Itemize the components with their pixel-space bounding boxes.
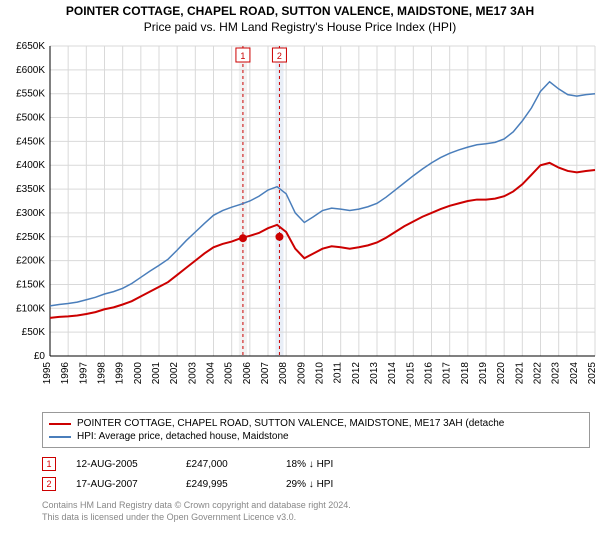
sale-marker-icon: 1 <box>42 457 56 471</box>
svg-text:£550K: £550K <box>16 89 45 100</box>
title-sub: Price paid vs. HM Land Registry's House … <box>0 20 600 34</box>
svg-text:2019: 2019 <box>478 362 489 385</box>
svg-text:2010: 2010 <box>315 362 326 385</box>
svg-text:£50K: £50K <box>22 327 46 338</box>
sale-marker-icon: 2 <box>42 477 56 491</box>
svg-text:£300K: £300K <box>16 208 45 219</box>
footer: Contains HM Land Registry data © Crown c… <box>42 500 590 523</box>
svg-text:2000: 2000 <box>133 362 144 385</box>
sales-list: 1 12-AUG-2005 £247,000 18% ↓ HPI 2 17-AU… <box>42 452 590 496</box>
svg-text:£500K: £500K <box>16 113 45 124</box>
svg-text:2004: 2004 <box>206 362 217 385</box>
sale-date: 17-AUG-2007 <box>76 479 166 490</box>
svg-text:£450K: £450K <box>16 136 45 147</box>
svg-text:1995: 1995 <box>42 362 53 385</box>
sale-row: 1 12-AUG-2005 £247,000 18% ↓ HPI <box>42 454 590 474</box>
svg-text:2003: 2003 <box>187 362 198 385</box>
legend-item: POINTER COTTAGE, CHAPEL ROAD, SUTTON VAL… <box>49 417 583 430</box>
sale-diff: 18% ↓ HPI <box>286 459 333 470</box>
svg-text:£650K: £650K <box>16 41 45 52</box>
legend-label: HPI: Average price, detached house, Maid… <box>77 431 289 442</box>
sale-price: £249,995 <box>186 479 266 490</box>
svg-text:2018: 2018 <box>460 362 471 385</box>
legend-swatch <box>49 423 71 425</box>
svg-text:£200K: £200K <box>16 256 45 267</box>
svg-text:2021: 2021 <box>514 362 525 385</box>
price-chart: £0 £50K £100K £150K £200K £250K £300K £350K £400… <box>0 36 600 406</box>
svg-text:£600K: £600K <box>16 65 45 76</box>
svg-text:2016: 2016 <box>424 362 435 385</box>
legend-swatch <box>49 436 71 438</box>
svg-text:2002: 2002 <box>169 362 180 385</box>
svg-text:2009: 2009 <box>296 362 307 385</box>
svg-text:£400K: £400K <box>16 160 45 171</box>
svg-text:2014: 2014 <box>387 362 398 385</box>
svg-text:1997: 1997 <box>78 362 89 385</box>
svg-text:£250K: £250K <box>16 232 45 243</box>
svg-text:2015: 2015 <box>405 362 416 385</box>
svg-text:2007: 2007 <box>260 362 271 385</box>
svg-text:2023: 2023 <box>551 362 562 385</box>
svg-text:2012: 2012 <box>351 362 362 385</box>
svg-text:£350K: £350K <box>16 184 45 195</box>
svg-text:2: 2 <box>277 51 282 61</box>
svg-text:1998: 1998 <box>97 362 108 385</box>
svg-text:2022: 2022 <box>533 362 544 385</box>
svg-text:2006: 2006 <box>242 362 253 385</box>
legend-label: POINTER COTTAGE, CHAPEL ROAD, SUTTON VAL… <box>77 418 504 429</box>
sale-row: 2 17-AUG-2007 £249,995 29% ↓ HPI <box>42 474 590 494</box>
svg-text:2017: 2017 <box>442 362 453 385</box>
legend: POINTER COTTAGE, CHAPEL ROAD, SUTTON VAL… <box>42 412 590 448</box>
svg-text:1996: 1996 <box>60 362 71 385</box>
svg-text:1999: 1999 <box>115 362 126 385</box>
sale-date: 12-AUG-2005 <box>76 459 166 470</box>
sale-diff: 29% ↓ HPI <box>286 479 333 490</box>
svg-text:2008: 2008 <box>278 362 289 385</box>
svg-text:£0: £0 <box>34 351 46 362</box>
chart-area: £0 £50K £100K £150K £200K £250K £300K £350K £400… <box>0 36 600 406</box>
sale-price: £247,000 <box>186 459 266 470</box>
svg-text:2025: 2025 <box>587 362 598 385</box>
svg-text:2011: 2011 <box>333 362 344 384</box>
svg-text:2013: 2013 <box>369 362 380 385</box>
footer-line: Contains HM Land Registry data © Crown c… <box>42 500 590 512</box>
svg-text:2001: 2001 <box>151 362 162 385</box>
svg-text:£150K: £150K <box>16 279 45 290</box>
svg-text:1: 1 <box>240 51 245 61</box>
chart-titles: POINTER COTTAGE, CHAPEL ROAD, SUTTON VAL… <box>0 0 600 36</box>
footer-line: This data is licensed under the Open Gov… <box>42 512 590 524</box>
svg-text:£100K: £100K <box>16 303 45 314</box>
svg-text:2020: 2020 <box>496 362 507 385</box>
svg-text:2005: 2005 <box>224 362 235 385</box>
svg-text:2024: 2024 <box>569 362 580 385</box>
legend-item: HPI: Average price, detached house, Maid… <box>49 430 583 443</box>
title-main: POINTER COTTAGE, CHAPEL ROAD, SUTTON VAL… <box>0 4 600 18</box>
